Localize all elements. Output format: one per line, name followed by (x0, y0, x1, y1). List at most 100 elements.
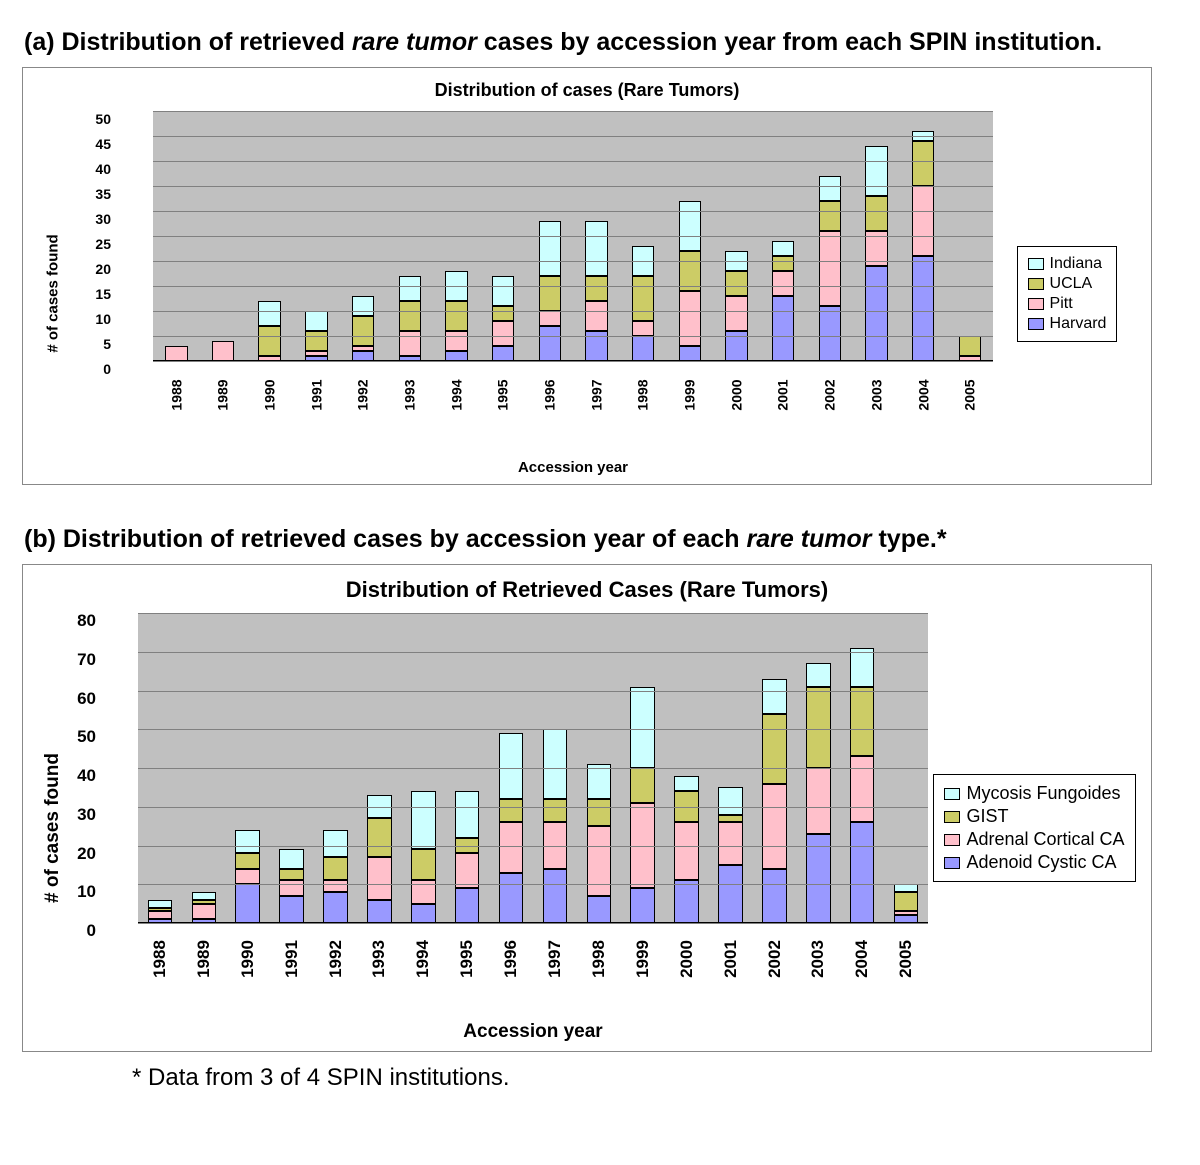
bar (235, 830, 260, 923)
bar-segment (148, 900, 173, 908)
bar-segment (352, 316, 374, 346)
bar (959, 336, 981, 361)
bar (819, 176, 841, 361)
legend-label: Adenoid Cystic CA (966, 852, 1116, 873)
bar-segment (679, 291, 701, 346)
chart-b-ylabel: # of cases found (42, 753, 64, 903)
bar (630, 687, 655, 923)
bar-segment (399, 301, 421, 331)
xtick-label: 1994 (448, 379, 464, 410)
ytick-label: 0 (87, 921, 96, 941)
bar-segment (819, 306, 841, 361)
grid-line (138, 884, 928, 885)
bar-segment (819, 201, 841, 231)
bar-segment (959, 336, 981, 356)
bar-segment (411, 904, 436, 923)
bar-segment (492, 276, 514, 306)
bar-segment (585, 301, 607, 331)
grid-line (153, 111, 993, 112)
xtick-label: 1989 (194, 940, 214, 978)
bar-segment (865, 196, 887, 231)
bar-segment (762, 869, 787, 923)
legend-label: Indiana (1050, 255, 1103, 273)
xtick-label: 1999 (633, 940, 653, 978)
bar-segment (539, 311, 561, 326)
bar-segment (323, 857, 348, 880)
bar-segment (323, 892, 348, 923)
bar-segment (912, 256, 934, 361)
legend-label: GIST (966, 806, 1008, 827)
xtick-label: 2003 (868, 379, 884, 410)
bar-segment (674, 776, 699, 792)
ytick-label: 25 (95, 236, 111, 252)
bar-segment (806, 768, 831, 834)
ytick-label: 5 (103, 336, 111, 352)
bar (632, 246, 654, 361)
bar-segment (539, 326, 561, 361)
grid-line (138, 729, 928, 730)
bar-segment (587, 826, 612, 896)
bar (352, 296, 374, 361)
bar-segment (192, 892, 217, 900)
xtick-label: 1992 (326, 940, 346, 978)
xtick-label: 1997 (545, 940, 565, 978)
legend-item: Adenoid Cystic CA (944, 852, 1124, 873)
bar-segment (632, 276, 654, 321)
xtick-label: 1994 (413, 940, 433, 978)
bar (399, 276, 421, 361)
xtick-label: 1998 (589, 940, 609, 978)
xtick-label: 1993 (402, 379, 418, 410)
bar-segment (279, 896, 304, 923)
xtick-label: 1991 (282, 940, 302, 978)
xtick-label: 1997 (588, 379, 604, 410)
xtick-label: 1989 (215, 379, 231, 410)
bar-segment (630, 768, 655, 803)
bar (762, 679, 787, 923)
xtick-label: 2003 (808, 940, 828, 978)
bar-segment (165, 346, 187, 361)
legend-item: Harvard (1028, 315, 1107, 333)
bar (725, 251, 747, 361)
bar-segment (850, 756, 875, 822)
legend-label: Pitt (1050, 295, 1073, 313)
ytick-label: 40 (77, 766, 96, 786)
xtick-label: 1990 (238, 940, 258, 978)
chart-b-frame: Distribution of Retrieved Cases (Rare Tu… (22, 564, 1152, 1052)
bar-segment (539, 221, 561, 276)
chart-a-ylabel: # of cases found (45, 234, 62, 352)
bar-segment (455, 853, 480, 888)
bar-segment (718, 815, 743, 823)
bar-segment (587, 764, 612, 799)
bar-segment (235, 830, 260, 853)
bar-segment (674, 880, 699, 923)
bar-segment (850, 822, 875, 923)
bar-segment (212, 341, 234, 361)
bar-segment (411, 849, 436, 880)
bar-segment (499, 873, 524, 923)
bar-segment (912, 186, 934, 256)
legend-swatch (1028, 298, 1044, 310)
xtick-label: 1996 (501, 940, 521, 978)
chart-a-plot-outer: 05101520253035404550 1988198919901991199… (153, 111, 993, 476)
legend-label: Mycosis Fungoides (966, 783, 1120, 804)
bar-segment (630, 888, 655, 923)
bar-segment (499, 799, 524, 822)
xtick-label: 2002 (764, 940, 784, 978)
grid-line (138, 691, 928, 692)
bar-segment (305, 331, 327, 351)
ytick-label: 40 (95, 161, 111, 177)
bar (679, 201, 701, 361)
grid-line (138, 923, 928, 924)
bar-segment (352, 296, 374, 316)
legend-swatch (944, 834, 960, 846)
bar-segment (819, 176, 841, 201)
bar-segment (894, 884, 919, 892)
bar-segment (543, 799, 568, 822)
grid-line (153, 161, 993, 162)
bar (543, 729, 568, 923)
chart-a-frame: Distribution of cases (Rare Tumors) # of… (22, 67, 1152, 485)
bar-segment (399, 276, 421, 301)
bar (148, 900, 173, 923)
chart-b-xaxis: 1988198919901991199219931994199519961997… (138, 927, 928, 973)
chart-b-ylabel-wrap: # of cases found (33, 817, 73, 839)
